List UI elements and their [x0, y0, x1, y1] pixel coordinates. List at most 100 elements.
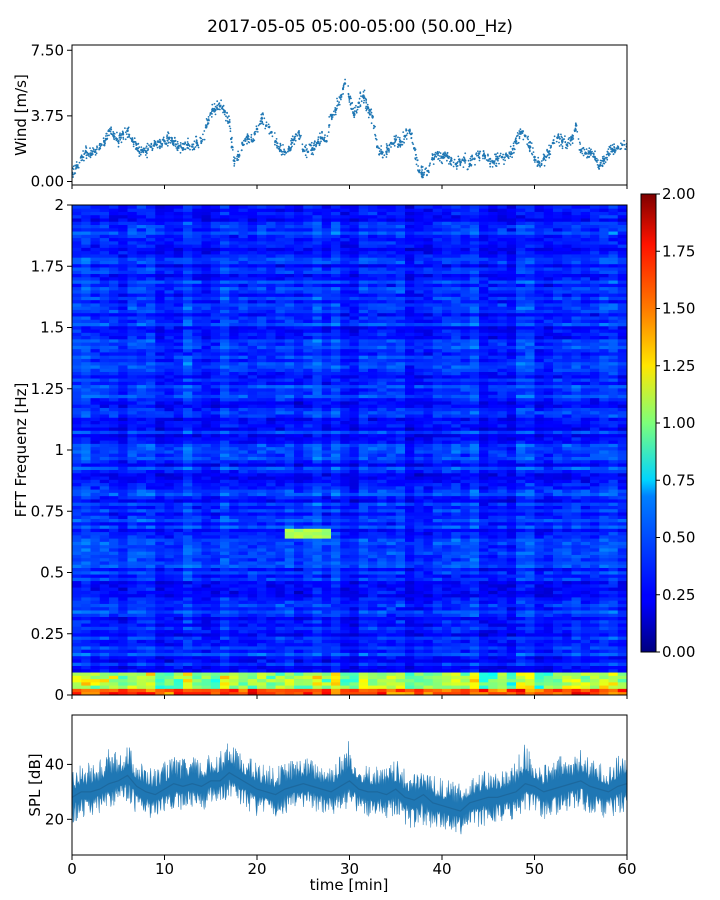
spectrogram-cell [543, 534, 554, 539]
spectrogram-cell [90, 580, 101, 585]
spectrogram-cell [136, 544, 147, 549]
spectrogram-cell [571, 528, 582, 533]
spectrogram-cell [516, 567, 526, 572]
wind-point [408, 130, 411, 133]
spectrogram-cell [506, 675, 517, 680]
spectrogram-cell [340, 688, 350, 693]
wind-point [447, 156, 449, 159]
spectrogram-cell [266, 548, 276, 552]
spectrogram-cell [386, 544, 397, 549]
spectrogram-cell [525, 606, 535, 611]
spectrogram-cell [368, 544, 378, 549]
spectrogram-cell [294, 508, 304, 513]
spectrogram-cell [146, 554, 156, 559]
wind-point [214, 108, 216, 111]
spectrogram-cell [275, 551, 286, 555]
spectrogram-cell [303, 518, 313, 523]
spectrogram-cell [599, 548, 609, 552]
spectrogram-cell [534, 593, 545, 598]
spectrogram-cell [608, 610, 619, 614]
spectrogram-cell [210, 561, 221, 565]
spectrogram-cell [488, 629, 498, 634]
spectrogram-cell [210, 603, 221, 608]
spectrogram-cell [590, 548, 600, 552]
spectrogram-cell [229, 606, 239, 611]
spectrogram-cell [506, 554, 517, 559]
spectrogram-cell [72, 665, 82, 670]
spectrogram-cell [442, 681, 452, 686]
spectrogram-cell [617, 623, 627, 627]
wind-point [113, 133, 116, 135]
spectrogram-cell [451, 508, 461, 513]
spectrogram-cell [127, 610, 138, 614]
spectrogram-cell [580, 613, 591, 617]
spectrogram-cell [146, 646, 156, 650]
spectrogram-cell [460, 574, 471, 578]
spectrogram-cell [395, 636, 406, 640]
spectrogram-cell [257, 603, 267, 608]
wind-point [277, 145, 280, 148]
spectrogram-cell [229, 551, 239, 555]
spectrogram-cell [525, 672, 535, 676]
wind-point [543, 164, 546, 167]
spectrogram-cell [414, 538, 424, 542]
spectrogram-cell [590, 668, 600, 673]
spectrogram-cell [617, 610, 627, 614]
spectrogram-cell [451, 577, 461, 582]
spectrogram-cell [460, 652, 471, 657]
spectrogram-cell [294, 626, 304, 631]
spectrogram-cell [266, 606, 276, 611]
spectrogram-cell [183, 505, 193, 510]
spectrogram-cell [543, 583, 554, 588]
wind-point [366, 106, 369, 108]
spectrogram-cell [377, 613, 387, 617]
wind-point [209, 114, 211, 116]
spectrogram-cell [442, 593, 452, 598]
spectrogram-cell [266, 665, 276, 670]
spectrogram-cell [210, 557, 221, 562]
spectrogram-cell [386, 512, 397, 516]
spectrogram-cell [432, 646, 443, 650]
wind-point [320, 140, 322, 143]
spectrogram-cell [99, 672, 110, 676]
wind-point [469, 157, 472, 160]
spectrogram-cell [340, 619, 350, 624]
spectrogram-cell [608, 672, 619, 676]
spectrogram-cell [469, 525, 480, 529]
spectrogram-cell [90, 688, 101, 693]
spectrogram-cell [164, 652, 175, 657]
spectrogram-cell [201, 626, 212, 631]
spectrogram-cell [534, 619, 545, 624]
spectrogram-cell [432, 652, 443, 657]
spectrogram-cell [284, 548, 295, 552]
spectrogram-cell [405, 688, 415, 693]
spectrogram-cell [266, 534, 276, 539]
spectrogram-cell [183, 525, 193, 529]
spectrogram-cell [303, 616, 313, 621]
wind-point [273, 132, 276, 134]
spectrogram-cell [599, 639, 609, 644]
spectrogram-cell [136, 564, 147, 568]
wind-point [248, 141, 251, 144]
spectrogram-cell [395, 525, 406, 529]
spectrogram-cell [303, 646, 313, 650]
spectrogram-cell [266, 600, 276, 604]
spectrogram-cell [284, 665, 295, 670]
spectrogram-cell [358, 691, 369, 695]
wind-point [211, 103, 214, 106]
spectrogram-cell [543, 610, 554, 614]
spectrogram-cell [238, 613, 249, 617]
spectrogram-cell [460, 534, 471, 539]
spectrogram-cell [155, 665, 165, 670]
wind-point [564, 141, 567, 143]
spectrogram-cell [617, 580, 627, 585]
spectrogram-cell [599, 619, 609, 624]
wind-point [393, 144, 396, 147]
spectrogram-cell [109, 678, 119, 683]
spectrogram-cell [321, 534, 332, 539]
spectrogram-cell [312, 561, 323, 565]
spectrogram-cell [525, 691, 535, 695]
spectrogram-cell [321, 521, 332, 526]
spectrogram-cell [599, 583, 609, 588]
spectrogram-cell [488, 603, 498, 608]
